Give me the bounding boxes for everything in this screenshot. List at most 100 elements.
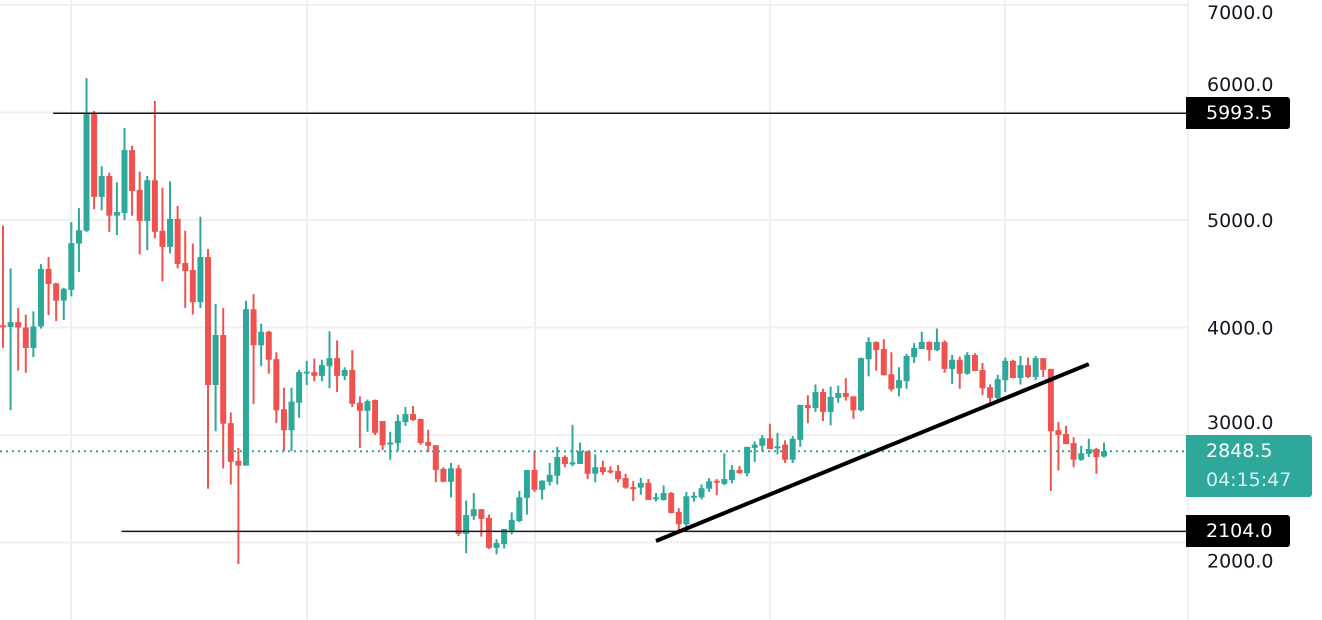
candle (242, 300, 249, 466)
candle-body (690, 495, 697, 498)
candle (493, 539, 500, 555)
candle (880, 339, 887, 376)
candle (675, 508, 682, 531)
candle-body (326, 358, 333, 367)
candle (660, 485, 667, 501)
candle (417, 418, 424, 445)
candle-body (7, 322, 14, 327)
candle-body (311, 372, 318, 376)
candle (630, 481, 637, 502)
candle-body (364, 401, 371, 411)
price-axis-ticks[interactable]: 7000.0 6000.0 5000.0 4000.0 3000.0 2000.0 (1207, 2, 1273, 572)
candle (812, 384, 819, 412)
candle (1093, 447, 1100, 474)
candle-body (432, 445, 439, 470)
candle-body (637, 482, 644, 488)
candle-body (554, 457, 561, 476)
candle (690, 491, 697, 502)
candle-body (683, 496, 690, 525)
candle (774, 432, 781, 455)
candle-body (242, 309, 249, 466)
candle-body (478, 509, 485, 519)
candle (68, 222, 75, 297)
candle-body (812, 392, 819, 409)
candle-body (668, 493, 675, 513)
candle (615, 465, 622, 483)
candle-body (759, 438, 766, 446)
candle-body (227, 423, 234, 462)
candle-body (235, 460, 242, 466)
candle (250, 294, 257, 404)
candle-body (182, 263, 189, 272)
candle-body (387, 442, 394, 445)
candle-body (736, 469, 743, 474)
candle-body (417, 418, 424, 444)
candle (205, 249, 212, 489)
candle-body (615, 471, 622, 480)
candle-body (911, 347, 918, 358)
candle (75, 208, 82, 273)
candle (994, 374, 1001, 403)
candle-body (30, 326, 37, 348)
candle (592, 454, 599, 483)
candle (235, 447, 242, 564)
candle (683, 491, 690, 531)
candle (318, 359, 325, 382)
level-high-price-tag: 5993.5 (1186, 97, 1290, 130)
candle-body (713, 480, 720, 483)
candle-body (941, 342, 948, 369)
candle (379, 421, 386, 451)
candle (577, 442, 584, 465)
candle-body (858, 358, 865, 411)
candle-body (880, 349, 887, 376)
candle (197, 216, 204, 309)
candle (129, 145, 136, 216)
candle-body (918, 342, 925, 349)
candle (1055, 422, 1062, 471)
candle-body (68, 243, 75, 290)
drawings[interactable] (0, 112, 1188, 543)
candle-body (569, 462, 576, 465)
candle (569, 424, 576, 467)
candle (478, 509, 485, 537)
candle (151, 100, 158, 239)
candle (949, 354, 956, 384)
candle (607, 466, 614, 474)
candle-body (728, 469, 735, 481)
candle-body (797, 404, 804, 440)
candle-body (106, 175, 113, 216)
candle-body (804, 404, 811, 409)
candle (7, 268, 14, 411)
candle (1063, 425, 1070, 445)
candle (45, 257, 52, 316)
candle-body (402, 414, 409, 423)
candle-body (485, 517, 492, 548)
candle-body (1055, 430, 1062, 435)
candle (1100, 442, 1107, 458)
candle-body (501, 529, 508, 545)
candle (842, 378, 849, 401)
candle-body (850, 396, 857, 411)
candle (850, 396, 857, 419)
candle (121, 128, 128, 220)
candle-body (288, 401, 295, 431)
candle-body (979, 369, 986, 389)
candle-body (45, 268, 52, 284)
candle (516, 490, 523, 523)
candle-body (1078, 453, 1085, 460)
candle-body (531, 469, 538, 490)
candle-body (1025, 365, 1032, 377)
candle-body (584, 451, 591, 474)
candle-body (652, 497, 659, 500)
candle-body (410, 414, 417, 420)
candle-body (60, 288, 67, 301)
candle-body (273, 359, 280, 411)
candle (820, 388, 827, 422)
candle-body (0, 325, 6, 328)
grid (0, 0, 1188, 620)
candle (721, 453, 728, 485)
price-tick-label: 6000.0 (1207, 74, 1273, 96)
candle (182, 230, 189, 309)
candle (706, 478, 713, 492)
